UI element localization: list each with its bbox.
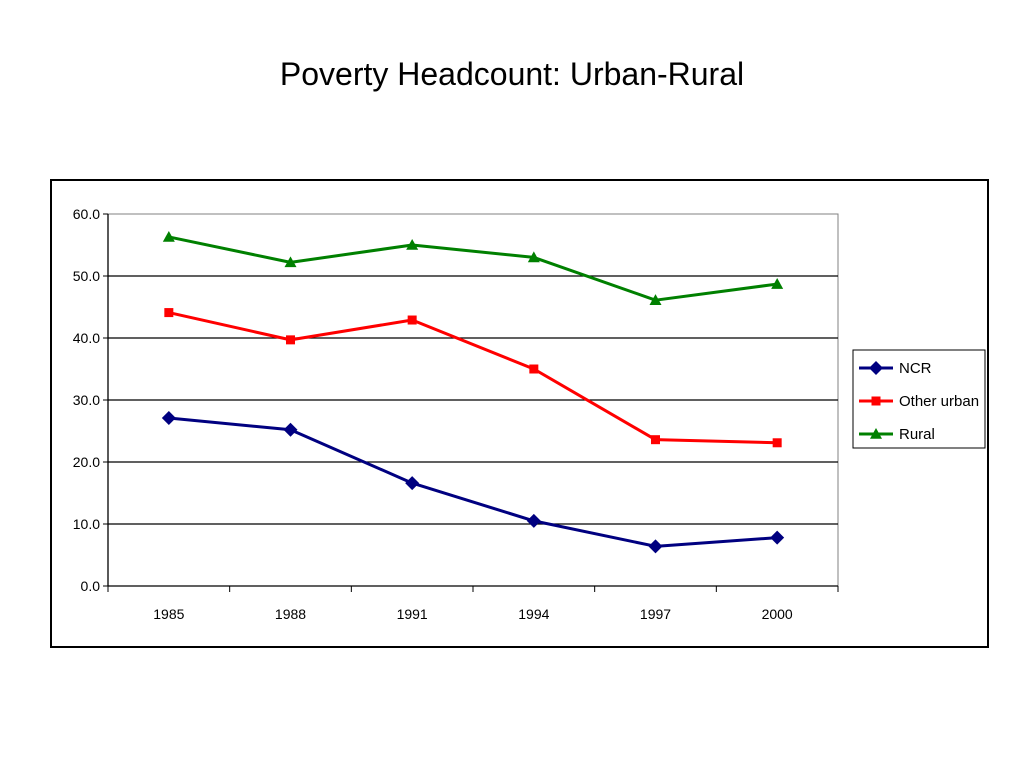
data-point-other-urban xyxy=(529,364,539,374)
data-point-rural xyxy=(162,230,175,242)
legend-label-rural: Rural xyxy=(899,426,935,443)
data-point-other-urban xyxy=(772,438,782,448)
series-line-other-urban xyxy=(168,311,778,445)
series-line-ncr xyxy=(168,416,778,548)
data-point-ncr xyxy=(283,422,298,437)
y-tick-label: 40.0 xyxy=(73,330,100,346)
y-tick-label: 10.0 xyxy=(73,516,100,532)
data-point-rural xyxy=(284,256,297,268)
data-point-other-urban xyxy=(407,315,417,325)
data-point-rural xyxy=(527,251,540,263)
data-point-ncr xyxy=(405,476,420,491)
y-tick-label: 0.0 xyxy=(81,578,101,594)
legend-label-other-urban: Other urban xyxy=(899,393,979,410)
legend-marker-rural xyxy=(870,428,882,439)
data-point-ncr xyxy=(648,539,663,554)
page-title: Poverty Headcount: Urban-Rural xyxy=(279,56,745,92)
x-tick-label: 1988 xyxy=(275,606,306,622)
chart-frame xyxy=(50,179,989,648)
x-tick-label: 1997 xyxy=(640,606,671,622)
plot-area: 0.0 10.0 20.0 30.0 40.0 50.0 60.0 1985 1988 1991 1… xyxy=(73,206,839,622)
legend-label-ncr: NCR xyxy=(899,360,932,377)
data-point-rural xyxy=(771,278,784,289)
data-point-rural xyxy=(406,239,419,250)
data-point-ncr xyxy=(161,410,176,425)
y-tick-label: 50.0 xyxy=(73,268,100,284)
x-tick-label: 2000 xyxy=(762,606,793,622)
data-point-rural xyxy=(649,294,662,305)
data-point-ncr xyxy=(526,513,541,528)
y-tick-label: 20.0 xyxy=(73,454,100,470)
legend-marker-ncr xyxy=(869,361,883,375)
x-tick-label: 1994 xyxy=(518,606,549,622)
data-point-other-urban xyxy=(651,435,660,445)
legend: NCR Other urban Rural xyxy=(852,349,986,449)
data-point-other-urban xyxy=(286,335,295,345)
data-point-other-urban xyxy=(164,308,174,318)
legend-marker-other-urban xyxy=(871,396,881,406)
data-point-ncr xyxy=(770,530,785,545)
y-tick-label: 60.0 xyxy=(73,206,100,222)
y-tick-label: 30.0 xyxy=(73,392,100,408)
series-line-rural xyxy=(168,235,778,302)
x-tick-label: 1985 xyxy=(153,606,184,622)
x-tick-label: 1991 xyxy=(397,606,428,622)
